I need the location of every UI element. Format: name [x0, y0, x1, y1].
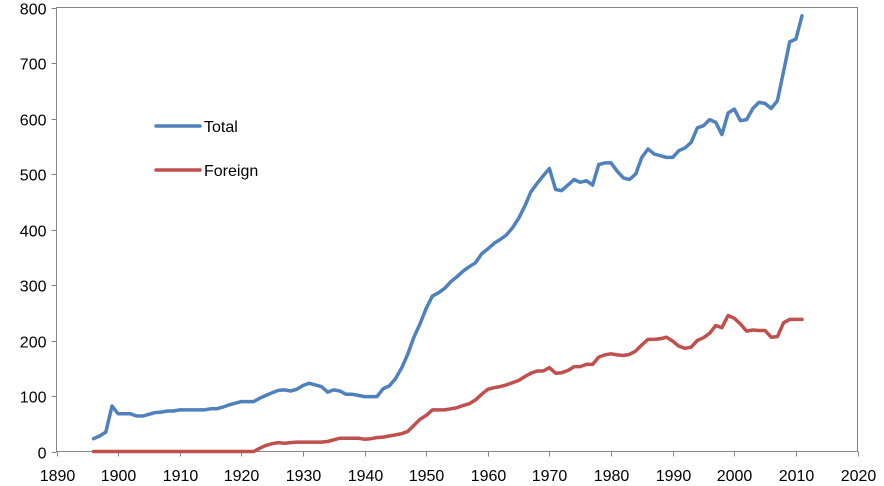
x-tick-label: 1920 [224, 468, 260, 485]
x-tick-label: 1940 [348, 468, 384, 485]
x-tick-label: 1960 [471, 468, 507, 485]
y-tick-label: 600 [20, 113, 47, 130]
x-tick-label: 1890 [40, 468, 76, 485]
x-tick-label: 1970 [532, 468, 568, 485]
plot-frame [56, 7, 858, 452]
x-tick-label: 2020 [841, 468, 877, 485]
y-tick-label: 100 [20, 390, 47, 407]
x-tick-label: 2010 [779, 468, 815, 485]
x-tick-label: 1990 [656, 468, 692, 485]
y-tick-label: 700 [20, 57, 47, 74]
plot-area [56, 7, 858, 452]
y-tick-label: 800 [20, 2, 47, 19]
series-line-total [91, 14, 804, 441]
x-tick-label: 1980 [594, 468, 630, 485]
y-tick-label: 0 [38, 446, 47, 463]
legend-label-total: Total [204, 119, 238, 136]
series-layer [91, 14, 804, 454]
x-tick-label: 2000 [717, 468, 753, 485]
y-tick-label: 500 [20, 168, 47, 185]
legend-label-foreign: Foreign [204, 163, 258, 180]
x-tick-label: 1930 [286, 468, 322, 485]
x-tick-label: 1950 [409, 468, 445, 485]
series-line-foreign [91, 313, 804, 454]
y-tick-label: 300 [20, 279, 47, 296]
x-tick-label: 1900 [101, 468, 137, 485]
x-axis: 1890 1900 1910 1920 1930 1940 1950 1960 1970 1980… [40, 451, 877, 485]
y-axis: 0 100 200 300 400 500 600 700 800 [20, 2, 57, 463]
y-tick-label: 400 [20, 224, 47, 241]
legend: Total Foreign [154, 119, 258, 180]
x-tick-label: 1910 [163, 468, 199, 485]
y-tick-label: 200 [20, 335, 47, 352]
